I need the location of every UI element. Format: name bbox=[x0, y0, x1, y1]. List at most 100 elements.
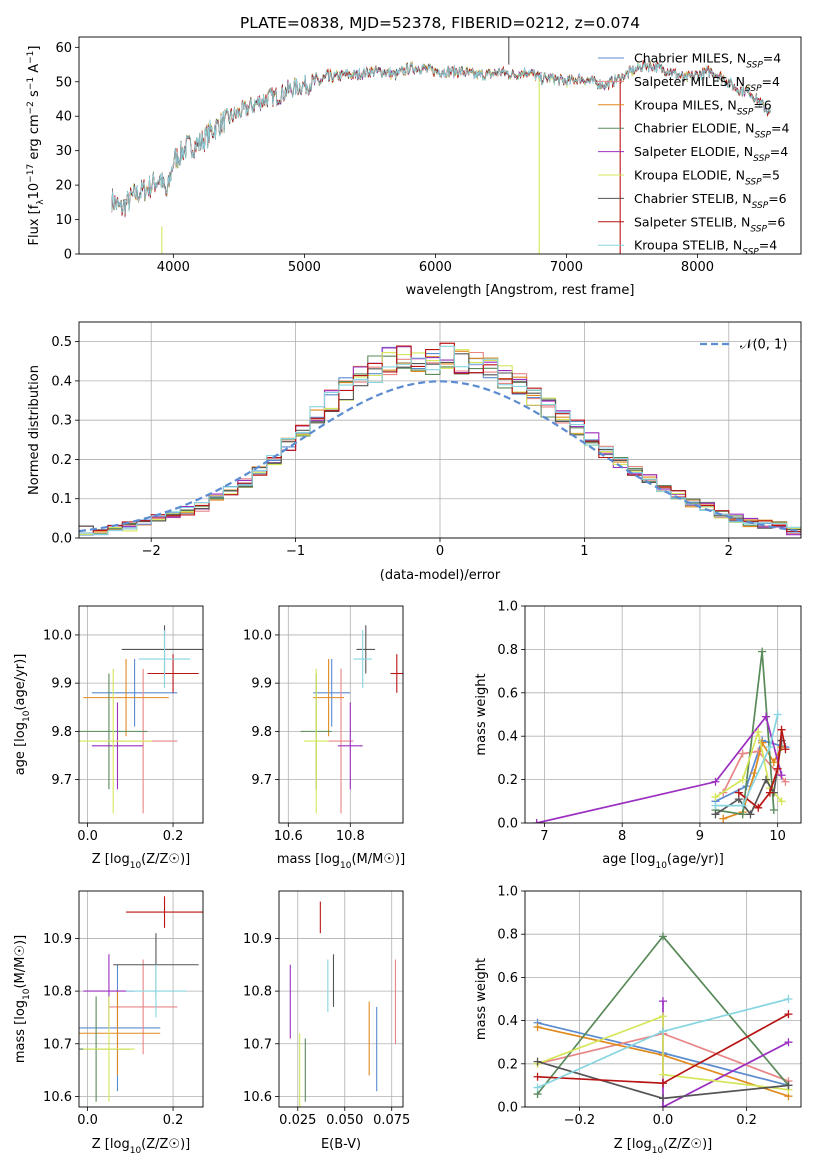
y-tick-label: 30 bbox=[55, 144, 72, 159]
weight-series bbox=[711, 736, 786, 819]
y-tick-label: 40 bbox=[55, 110, 72, 125]
x-tick-label: 8000 bbox=[681, 260, 714, 275]
legend-label: 𝒩(0, 1) bbox=[740, 338, 787, 353]
y-tick-label: 9.7 bbox=[251, 773, 272, 788]
errorbar-point bbox=[91, 702, 144, 790]
weight-series bbox=[533, 1057, 793, 1103]
x-tick-label: 7 bbox=[540, 829, 548, 844]
errorbar-point bbox=[108, 959, 178, 1055]
axes-age_vs_mass: 10.6 10.8 9.7 9.8 9.9 10.0 mass [log10(M/M☉)] bbox=[243, 605, 405, 871]
x-tick-label: 0.0 bbox=[77, 1113, 98, 1128]
weight-marker bbox=[754, 727, 763, 736]
errorbar-point bbox=[353, 630, 372, 688]
x-tick-label: −1 bbox=[286, 544, 305, 559]
weight-marker bbox=[659, 1070, 667, 1079]
x-tick-label: −2 bbox=[142, 544, 161, 559]
y-tick-label: 0.0 bbox=[51, 532, 72, 547]
weight-marker bbox=[738, 801, 747, 810]
y-tick-label: 9.8 bbox=[51, 725, 72, 740]
weight-marker bbox=[762, 712, 771, 721]
weight-marker bbox=[773, 710, 782, 719]
y-tick-label: 0.4 bbox=[497, 730, 518, 745]
weight-marker bbox=[758, 738, 767, 747]
y-tick-label: 9.9 bbox=[251, 677, 272, 692]
weight-marker bbox=[659, 1027, 667, 1036]
legend-label: Chabrier MILES, NSSP=4 bbox=[634, 51, 781, 71]
axes-mass_vs_z: 0.0 0.2 10.6 10.7 10.8 10.9 Z [log10(Z/Z☉)] mas… bbox=[13, 890, 204, 1156]
errorbar-point bbox=[91, 659, 178, 727]
y-axis-label: mass weight bbox=[474, 958, 489, 1040]
weight-marker bbox=[781, 777, 790, 786]
weight-marker bbox=[659, 1079, 667, 1088]
weight-marker bbox=[762, 775, 771, 784]
axes-frame bbox=[78, 321, 802, 539]
x-axis-label: (data-model)/error bbox=[380, 568, 501, 583]
legend-label: Salpeter MILES, NSSP=4 bbox=[634, 74, 780, 94]
weight-marker bbox=[659, 1012, 667, 1021]
x-axis-label: wavelength [Angstrom, rest frame] bbox=[406, 283, 635, 298]
y-tick-label: 0.4 bbox=[497, 1014, 518, 1029]
y-axis-label: Flux [fλ10−17 erg cm−2 s−1 A−1] bbox=[26, 46, 46, 246]
weight-series bbox=[532, 712, 786, 823]
weight-marker bbox=[533, 1057, 542, 1066]
weight-marker bbox=[533, 1072, 542, 1081]
weight-line bbox=[738, 729, 787, 809]
x-axis-label: E(B-V) bbox=[321, 1137, 361, 1152]
weight-marker bbox=[533, 1083, 542, 1092]
axes-frame bbox=[524, 890, 802, 1108]
weight-marker bbox=[784, 1010, 793, 1019]
weight-line bbox=[536, 714, 783, 823]
y-tick-label: 0.0 bbox=[497, 817, 518, 832]
y-tick-label: 50 bbox=[55, 75, 72, 90]
legend-label: Kroupa STELIB, NSSP=4 bbox=[634, 238, 777, 258]
weight-marker bbox=[777, 797, 786, 806]
y-tick-label: 60 bbox=[55, 41, 72, 56]
weight-marker bbox=[784, 1081, 793, 1090]
y-tick-label: 0.3 bbox=[51, 414, 72, 429]
weight-marker bbox=[777, 771, 786, 780]
y-tick-label: 10.7 bbox=[243, 1037, 272, 1052]
x-tick-label: 0.0 bbox=[653, 1113, 674, 1128]
y-tick-label: 10.8 bbox=[243, 985, 272, 1000]
legend-label: Salpeter STELIB, NSSP=6 bbox=[634, 214, 785, 234]
errorbar-point bbox=[147, 654, 199, 693]
y-tick-label: 10.9 bbox=[243, 932, 272, 947]
x-tick-label: 0.2 bbox=[163, 1113, 184, 1128]
axes-residuals: −2 −1 0 1 2 0.0 0.1 0.2 0.3 0.4 0.5 (data-model)/er… bbox=[27, 321, 802, 583]
weight-line bbox=[537, 1015, 789, 1091]
figure-title: PLATE=0838, MJD=52378, FIBERID=0212, z=0… bbox=[240, 14, 640, 32]
x-tick-label: 10 bbox=[769, 829, 786, 844]
x-tick-label: 0.2 bbox=[736, 1113, 757, 1128]
weight-marker bbox=[738, 749, 747, 758]
legend-label: Chabrier ELODIE, NSSP=4 bbox=[634, 121, 789, 141]
errorbar-point bbox=[79, 991, 161, 1076]
weight-marker bbox=[532, 819, 541, 823]
x-tick-label: 0.050 bbox=[326, 1113, 363, 1128]
weight-marker bbox=[746, 810, 755, 819]
errorbar-point bbox=[328, 668, 354, 814]
x-tick-label: 0.0 bbox=[77, 829, 98, 844]
weight-marker bbox=[773, 764, 782, 773]
y-axis-label: mass [log10(M/M☉)] bbox=[13, 935, 32, 1063]
y-tick-label: 9.7 bbox=[51, 773, 72, 788]
weight-series bbox=[533, 995, 793, 1092]
weight-marker bbox=[533, 1023, 542, 1032]
x-tick-label: 4000 bbox=[157, 260, 190, 275]
x-tick-label: 9 bbox=[696, 829, 704, 844]
legend-label: Kroupa ELODIE, NSSP=5 bbox=[634, 168, 780, 188]
weight-marker bbox=[781, 745, 790, 754]
axes-frame bbox=[278, 605, 404, 824]
weight-marker bbox=[711, 801, 720, 810]
weight-series bbox=[711, 710, 782, 810]
weight-series bbox=[533, 1010, 793, 1088]
axes-weight_vs_z: −0.2 0.0 0.2 0.0 0.2 0.4 0.6 0.8 1.0 Z [log10(Z/Z… bbox=[474, 885, 802, 1156]
x-tick-label: 0.075 bbox=[373, 1113, 410, 1128]
weight-marker bbox=[784, 1038, 793, 1047]
x-tick-label: 10.8 bbox=[336, 829, 365, 844]
y-tick-label: 10.6 bbox=[243, 1090, 272, 1105]
x-tick-label: 5000 bbox=[288, 260, 321, 275]
x-tick-label: 7000 bbox=[550, 260, 583, 275]
y-tick-label: 10.0 bbox=[243, 628, 272, 643]
errorbar-point bbox=[83, 996, 135, 1102]
